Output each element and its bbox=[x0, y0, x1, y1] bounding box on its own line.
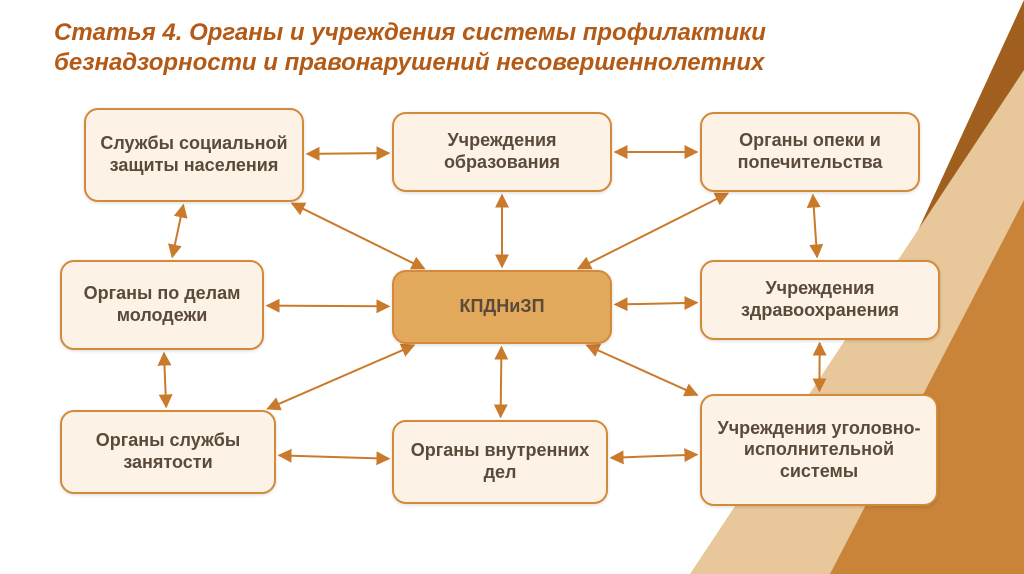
node-n4: Органы по делам молодежи bbox=[60, 260, 264, 350]
node-n6: Органы службы занятости bbox=[60, 410, 276, 494]
node-n5: Учреждения здравоохранения bbox=[700, 260, 940, 340]
node-n3: Органы опеки и попечительства bbox=[700, 112, 920, 192]
node-n2: Учреждения образования bbox=[392, 112, 612, 192]
node-n7: Органы внутренних дел bbox=[392, 420, 608, 504]
node-n8: Учреждения уголовно-исполнительной систе… bbox=[700, 394, 938, 506]
page-title: Статья 4. Органы и учреждения системы пр… bbox=[54, 18, 824, 78]
node-n1: Службы социальной защиты населения bbox=[84, 108, 304, 202]
node-center: КПДНиЗП bbox=[392, 270, 612, 344]
